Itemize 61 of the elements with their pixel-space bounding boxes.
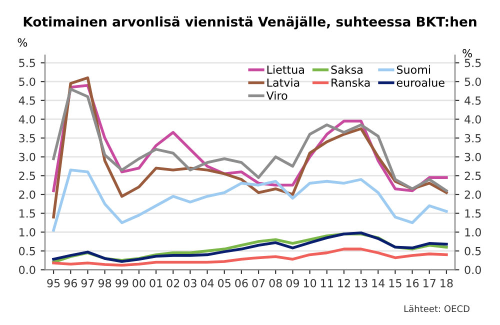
y2-tick-label: 1.0 xyxy=(465,228,481,236)
x-tick-label: 15 xyxy=(389,279,402,288)
y-tick-label: 5.0 xyxy=(19,78,36,86)
x-tick-label: 07 xyxy=(252,278,265,288)
y-tick-label: 1.5 xyxy=(20,209,35,218)
x-tick-label: 97 xyxy=(81,278,94,288)
x-tick-label: 95 xyxy=(47,278,60,288)
legend-label: Latvia xyxy=(267,78,300,87)
y2-tick-label: 1.5 xyxy=(465,209,481,218)
y-tick-label: 0.5 xyxy=(19,246,35,256)
legend-label: Saksa xyxy=(331,65,362,74)
y-tick-label: 2.5 xyxy=(19,172,35,180)
line-series xyxy=(52,168,448,232)
legend-label: Ranska xyxy=(332,78,370,87)
y-tick-label: 0.0 xyxy=(19,266,36,274)
y2-tick-label: 3.0 xyxy=(464,152,481,162)
x-tick-label: 16 xyxy=(406,278,419,288)
y-tick-label: 3.5 xyxy=(19,134,35,142)
x-tick-label: 01 xyxy=(150,278,162,288)
line-series xyxy=(52,248,448,267)
x-tick-label: 98 xyxy=(98,278,112,288)
chart-title: Kotimainen arvonlisä viennistä Venäjälle, suhteessa BKT:hen xyxy=(24,16,476,30)
y2-tick-label: 4.5 xyxy=(464,96,481,105)
y2-tick-label: 2.5 xyxy=(464,172,481,180)
x-tick-label: 00 xyxy=(132,278,146,288)
legend-label: Liettua xyxy=(267,65,304,74)
x-tick-label: 03 xyxy=(184,278,196,288)
x-tick-label: 06 xyxy=(235,278,248,288)
y-tick-label: 4.0 xyxy=(18,115,36,124)
y-tick-label: 5.5 xyxy=(19,58,35,68)
legend-label: Viro xyxy=(266,91,288,100)
x-tick-label: 10 xyxy=(304,278,316,288)
y2-tick-label: 0.5 xyxy=(464,246,481,256)
y-tick-label: 2.0 xyxy=(19,190,36,199)
y-tick-label: 4.5 xyxy=(18,96,35,105)
y2-tick-label: 2.0 xyxy=(464,190,481,199)
x-tick-label: 09 xyxy=(286,278,299,288)
legend-label: euroalue xyxy=(396,78,444,87)
y2-tick-label: 5.5 xyxy=(464,58,481,68)
x-tick-label: 99 xyxy=(116,278,128,288)
x-tick-label: 05 xyxy=(218,278,230,288)
x-tick-label: 08 xyxy=(269,278,282,288)
y-tick-label: 1.0 xyxy=(20,228,36,236)
y2-axis-title: % xyxy=(462,49,472,58)
x-tick-label: 12 xyxy=(338,278,350,288)
text: Lähteet: OECD xyxy=(404,305,470,312)
x-tick-label: 96 xyxy=(64,278,77,288)
x-tick-label: 14 xyxy=(372,279,385,288)
y2-tick-label: 0.0 xyxy=(464,266,481,274)
y-tick-label: 3.0 xyxy=(19,152,36,162)
y2-tick-label: 5.0 xyxy=(464,78,481,86)
x-tick-label: 04 xyxy=(200,278,214,288)
x-tick-label: 02 xyxy=(166,278,180,288)
x-tick-label: 18 xyxy=(440,278,453,288)
y2-tick-label: 4.0 xyxy=(464,115,481,124)
x-tick-label: 13 xyxy=(355,278,368,288)
y-axis-title: % xyxy=(18,38,28,47)
y2-tick-label: 3.5 xyxy=(464,134,481,142)
legend-label: Suomi xyxy=(396,65,430,74)
x-tick-label: 11 xyxy=(321,279,333,288)
x-tick-label: 17 xyxy=(424,279,436,288)
